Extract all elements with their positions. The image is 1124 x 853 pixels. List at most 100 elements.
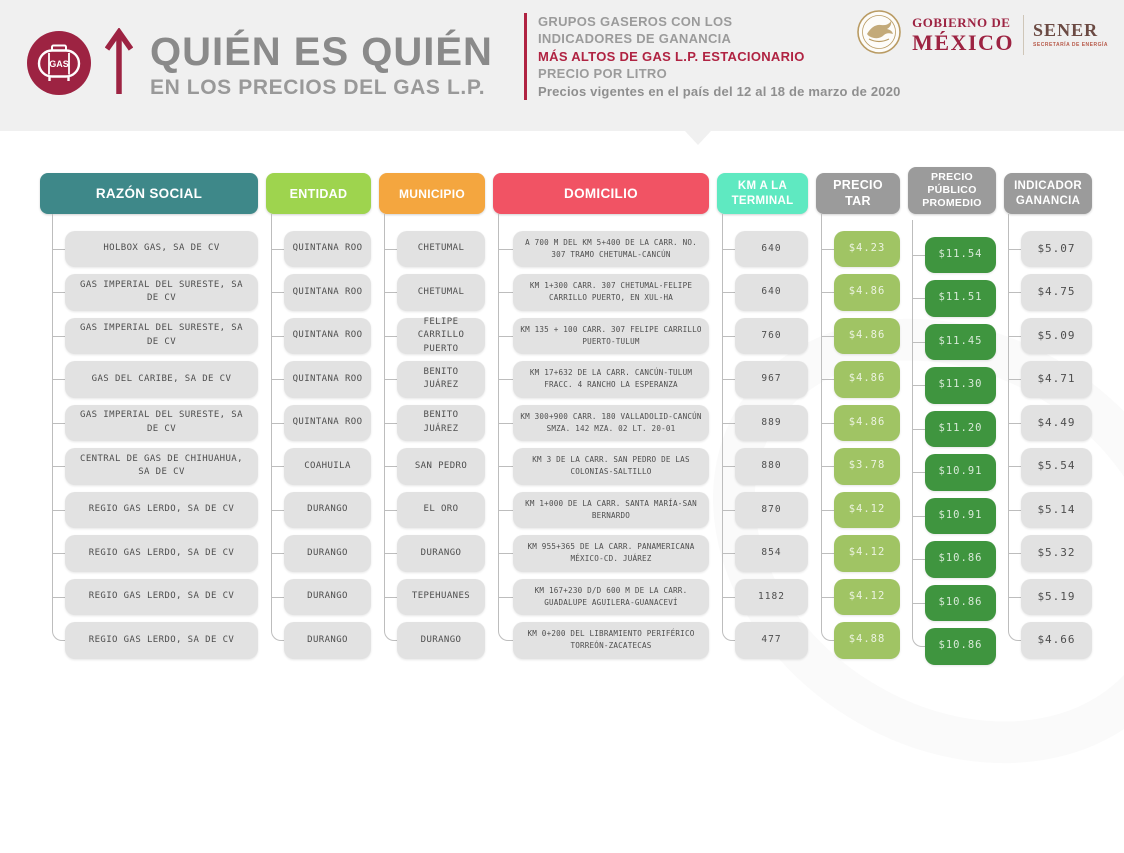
cell-tar: $4.23: [834, 230, 900, 267]
table-row-slot: TEPEHUANES: [379, 575, 485, 619]
table-row-slot: $4.66: [1004, 619, 1092, 663]
table-row-slot: GAS IMPERIAL DEL SURESTE, SA DE CV: [40, 401, 258, 445]
table-row-slot: $4.75: [1004, 271, 1092, 315]
table-row-slot: $11.54: [908, 233, 996, 277]
cell-razon: GAS DEL CARIBE, SA DE CV: [65, 361, 258, 398]
column-header-ind: INDICADOR GANANCIA: [1004, 173, 1092, 214]
cell-entidad: QUINTANA ROO: [284, 317, 371, 354]
table-row-slot: FELIPE CARRILLO PUERTO: [379, 314, 485, 358]
table-row-slot: $5.14: [1004, 488, 1092, 532]
cell-pp: $10.91: [925, 497, 996, 534]
cell-ind: $4.49: [1021, 404, 1092, 441]
cell-ind: $5.09: [1021, 317, 1092, 354]
cell-km: 760: [735, 317, 808, 354]
table-row-slot: HOLBOX GAS, SA DE CV: [40, 227, 258, 271]
table-row-slot: 640: [717, 227, 808, 271]
table-row-slot: CENTRAL DE GAS DE CHIHUAHUA, SA DE CV: [40, 445, 258, 489]
table-row-slot: $4.71: [1004, 358, 1092, 402]
brand-block: GAS QUIÉN ES QUIÉN EN LOS PRECIOS DEL GA…: [26, 0, 493, 131]
description-line-1: GRUPOS GASEROS CON LOS: [538, 14, 733, 29]
table-row-slot: GAS DEL CARIBE, SA DE CV: [40, 358, 258, 402]
cell-entidad: DURANGO: [284, 535, 371, 572]
cell-entidad: DURANGO: [284, 578, 371, 615]
connector-line: [1008, 214, 1026, 641]
column-rows-tar: $4.23 $4.86 $4.86 $4.86 $4.86 $3.78 $4.12 $4.12…: [816, 214, 900, 662]
table-row-slot: $11.30: [908, 364, 996, 408]
cell-domicilio: KM 1+000 DE LA CARR. SANTA MARÍA-SAN BER…: [513, 491, 709, 528]
cell-km: 1182: [735, 578, 808, 615]
description-line-2: INDICADORES DE GANANCIA: [538, 31, 732, 47]
table-row-slot: 1182: [717, 575, 808, 619]
cell-entidad: QUINTANA ROO: [284, 361, 371, 398]
cell-municipio: FELIPE CARRILLO PUERTO: [397, 317, 485, 354]
cell-pp: $11.51: [925, 280, 996, 317]
connector-line: [498, 214, 518, 641]
valid-dates-line: Precios vigentes en el país del 12 al 18…: [538, 83, 901, 99]
cell-ind: $5.19: [1021, 578, 1092, 615]
cell-km: 967: [735, 361, 808, 398]
cell-razon: GAS IMPERIAL DEL SURESTE, SA DE CV: [65, 317, 258, 354]
table-row-slot: KM 17+632 DE LA CARR. CANCÚN-TULUM FRACC…: [493, 358, 709, 402]
column-tar: PRECIO TAR $4.23 $4.86 $4.86 $4.86 $4.86 $3.78…: [816, 173, 900, 668]
sener-subtitle: SECRETARÍA DE ENERGÍA: [1033, 42, 1108, 48]
cell-ind: $4.75: [1021, 274, 1092, 311]
cell-pp: $11.20: [925, 410, 996, 447]
cell-municipio: TEPEHUANES: [397, 578, 485, 615]
cell-tar: $4.12: [834, 491, 900, 528]
table-row-slot: 889: [717, 401, 808, 445]
table-row-slot: QUINTANA ROO: [266, 358, 371, 402]
cell-razon: CENTRAL DE GAS DE CHIHUAHUA, SA DE CV: [65, 448, 258, 485]
table-row-slot: DURANGO: [379, 619, 485, 663]
table-row-slot: $4.12: [816, 575, 900, 619]
table-row-slot: 880: [717, 445, 808, 489]
table-row-slot: KM 167+230 D/D 600 M DE LA CARR. GUADALU…: [493, 575, 709, 619]
cell-tar: $3.78: [834, 448, 900, 485]
table-row-slot: 967: [717, 358, 808, 402]
mexico-eagle-emblem-icon: [855, 8, 903, 61]
column-rows-ind: $5.07 $4.75 $5.09 $4.71 $4.49 $5.54 $5.14 $5.32…: [1004, 214, 1092, 663]
table-row-slot: 854: [717, 532, 808, 576]
cell-ind: $4.66: [1021, 622, 1092, 659]
table-row-slot: $4.12: [816, 488, 900, 532]
cell-km: 889: [735, 404, 808, 441]
column-rows-domicilio: A 700 M DEL KM 5+400 DE LA CARR. NO. 307…: [493, 214, 709, 662]
column-header-tar: PRECIO TAR: [816, 173, 900, 214]
logo-separator: [1023, 14, 1025, 55]
cell-ind: $5.54: [1021, 448, 1092, 485]
cell-ind: $5.07: [1021, 230, 1092, 267]
table-row-slot: $10.91: [908, 451, 996, 495]
cell-razon: HOLBOX GAS, SA DE CV: [65, 230, 258, 267]
table-row-slot: $5.09: [1004, 314, 1092, 358]
column-header-entidad: ENTIDAD: [266, 173, 371, 214]
connector-line: [52, 214, 70, 641]
table-row-slot: $10.86: [908, 538, 996, 582]
table-row-slot: DURANGO: [379, 532, 485, 576]
table-row-slot: $4.49: [1004, 401, 1092, 445]
table-row-slot: KM 955+365 DE LA CARR. PANAMERICANA MÉXI…: [493, 532, 709, 576]
connector-line: [384, 214, 402, 641]
connector-line: [912, 220, 930, 647]
cell-pp: $10.91: [925, 454, 996, 491]
cell-ind: $5.14: [1021, 491, 1092, 528]
column-pp: PRECIO PÚBLICO PROMEDIO $11.54 $11.51 $11.4…: [908, 167, 996, 668]
table-row-slot: $5.54: [1004, 445, 1092, 489]
table-row-slot: KM 300+900 CARR. 180 VALLADOLID-CANCÚN S…: [493, 401, 709, 445]
table-row-slot: CHETUMAL: [379, 271, 485, 315]
cell-municipio: BENITO JUÁREZ: [397, 361, 485, 398]
table-row-slot: A 700 M DEL KM 5+400 DE LA CARR. NO. 307…: [493, 227, 709, 271]
table-row-slot: REGIO GAS LERDO, SA DE CV: [40, 532, 258, 576]
cell-km: 854: [735, 535, 808, 572]
header-band-notch: [685, 131, 711, 145]
cell-razon: GAS IMPERIAL DEL SURESTE, SA DE CV: [65, 274, 258, 311]
table-row-slot: BENITO JUÁREZ: [379, 358, 485, 402]
table-row-slot: QUINTANA ROO: [266, 271, 371, 315]
table-row-slot: COAHUILA: [266, 445, 371, 489]
gobierno-de-mexico-wordmark: GOBIERNO DE MÉXICO: [912, 16, 1014, 54]
cell-tar: $4.86: [834, 404, 900, 441]
cell-municipio: CHETUMAL: [397, 274, 485, 311]
cell-tar: $4.12: [834, 578, 900, 615]
column-municipio: MUNICIPIO CHETUMAL CHETUMAL FELIPE CARRILLO…: [379, 173, 485, 668]
cell-domicilio: KM 1+300 CARR. 307 CHETUMAL-FELIPE CARRI…: [513, 274, 709, 311]
cell-domicilio: KM 135 + 100 CARR. 307 FELIPE CARRILLO P…: [513, 317, 709, 354]
cell-entidad: QUINTANA ROO: [284, 274, 371, 311]
